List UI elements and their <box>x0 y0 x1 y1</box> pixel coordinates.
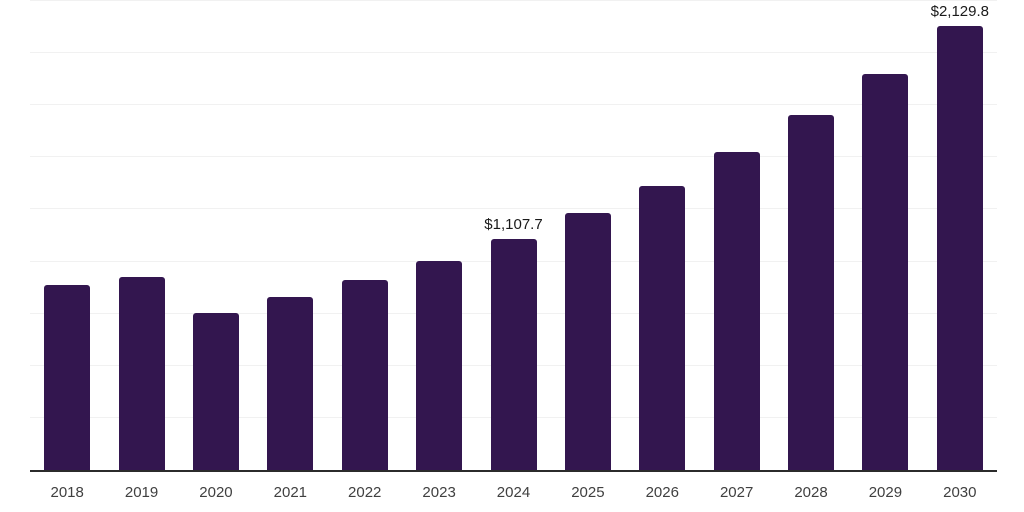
x-axis-label-2022: 2022 <box>348 484 382 501</box>
bar-2022 <box>341 279 388 470</box>
bar-2024 <box>490 239 537 470</box>
x-axis-label-2023: 2023 <box>422 484 456 501</box>
x-axis-label-2026: 2026 <box>645 484 679 501</box>
bar-2030 <box>936 26 983 470</box>
gridline-2250 <box>30 0 997 1</box>
bar-2026 <box>639 185 686 470</box>
x-axis-line <box>30 470 997 472</box>
gridline-2000 <box>30 52 997 54</box>
x-axis-label-2024: 2024 <box>496 484 531 501</box>
bar-2021 <box>267 297 314 470</box>
gridline-1750 <box>30 104 997 106</box>
bar-2028 <box>788 114 835 470</box>
bar-2027 <box>713 151 760 470</box>
x-axis-label-2025: 2025 <box>571 484 605 501</box>
x-axis-label-2028: 2028 <box>794 484 828 501</box>
data-label-2024: $1,107.7 <box>484 216 543 234</box>
bar-2018 <box>44 284 91 470</box>
bar-2025 <box>564 213 611 470</box>
x-axis-label-2020: 2020 <box>199 484 233 501</box>
x-axis-label-2021: 2021 <box>273 484 308 501</box>
x-axis-label-2019: 2019 <box>124 484 159 501</box>
bar-2023 <box>416 260 463 470</box>
bar-2020 <box>192 313 239 470</box>
bar-2029 <box>862 73 909 470</box>
gridline-1250 <box>30 208 997 210</box>
x-axis-label-2027: 2027 <box>719 484 754 501</box>
x-axis-label-2029: 2029 <box>868 484 903 501</box>
gridline-1500 <box>30 156 997 158</box>
x-axis-label-2018: 2018 <box>50 484 84 501</box>
plot-area: $1,107.7 $2,129.8 <box>30 0 997 470</box>
x-axis-labels: 2018 2019 2020 2021 2022 2023 2024 2025 2026 2027… <box>30 483 997 505</box>
bar-2019 <box>118 276 165 470</box>
data-label-2030: $2,129.8 <box>930 3 989 21</box>
x-axis-label-2030: 2030 <box>943 484 977 501</box>
bars-layer: $1,107.7 $2,129.8 <box>30 0 997 470</box>
